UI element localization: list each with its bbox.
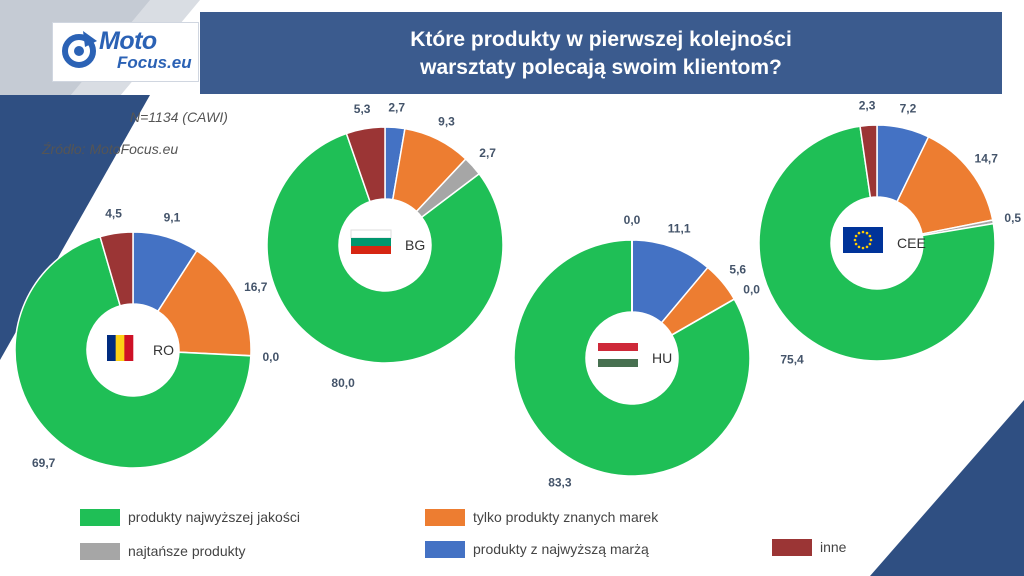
motofocus-logo-icon bbox=[62, 31, 97, 68]
data-label: 83,3 bbox=[548, 476, 572, 490]
sample-size-note: N=1134 (CAWI) bbox=[130, 109, 228, 125]
flag-star bbox=[857, 245, 861, 249]
logo-text-moto: Moto bbox=[99, 27, 157, 55]
flag-stripe bbox=[124, 335, 134, 361]
hu-flag-icon bbox=[598, 343, 638, 367]
flag-stripe bbox=[598, 351, 638, 359]
donut-ro: 9,1 16,7 0,0 69,7 4,5 RO bbox=[14, 206, 279, 470]
legend-swatch bbox=[80, 543, 120, 560]
data-label: 11,1 bbox=[668, 221, 691, 235]
slice-najwyzszej_jakosci bbox=[513, 239, 751, 477]
ro-flag-icon bbox=[107, 335, 134, 361]
legend-swatch bbox=[772, 539, 812, 556]
flag-star bbox=[861, 246, 865, 250]
logo-text-focus: Focus.eu bbox=[117, 53, 192, 72]
cee-flag-icon bbox=[843, 227, 883, 253]
data-label: 0,0 bbox=[624, 213, 641, 227]
flag-stripe bbox=[351, 246, 391, 254]
corner-band-bottom-right bbox=[870, 400, 1024, 576]
country-label: BG bbox=[405, 237, 425, 253]
slice-inne bbox=[345, 126, 386, 203]
slice-znanych_marek bbox=[896, 135, 994, 235]
data-label: 2,7 bbox=[388, 100, 405, 114]
data-label: 5,6 bbox=[729, 262, 746, 276]
legend-label: tylko produkty znanych marek bbox=[473, 509, 659, 525]
donut-bg: 2,7 9,3 2,7 80,0 5,3 BG bbox=[266, 100, 504, 390]
flag-star bbox=[868, 242, 872, 246]
legend-label: inne bbox=[820, 539, 847, 555]
donut-hu: 11,1 5,6 0,0 83,3 0,0 HU bbox=[513, 213, 760, 490]
source-note: Źródło: MotoFocus.eu bbox=[42, 141, 179, 157]
flag-star bbox=[861, 230, 865, 234]
flag-stripe bbox=[351, 238, 391, 246]
slice-najwyzszej_jakosci bbox=[266, 132, 504, 364]
motofocus-logo: Moto Focus.eu bbox=[52, 22, 199, 82]
slice-najwyzszej_jakosci bbox=[758, 125, 996, 362]
data-label: 69,7 bbox=[32, 456, 56, 470]
chart-title: Które produkty w pierwszej kolejności wa… bbox=[200, 26, 1002, 82]
flag-star bbox=[857, 231, 861, 235]
country-label: RO bbox=[153, 342, 174, 358]
flag-stripe bbox=[107, 335, 116, 361]
flag-star bbox=[853, 238, 857, 242]
flag-star bbox=[865, 231, 869, 235]
flag-stripe bbox=[598, 343, 638, 351]
country-label: HU bbox=[652, 350, 672, 366]
flag-stripe bbox=[598, 359, 638, 367]
legend-label: produkty najwyższej jakości bbox=[128, 509, 300, 525]
flag-stripe bbox=[115, 335, 125, 361]
title-line-1: Które produkty w pierwszej kolejności bbox=[410, 28, 792, 51]
slice-najwyzszej_jakosci bbox=[14, 235, 252, 469]
data-label: 0,0 bbox=[262, 350, 279, 364]
title-banner: Które produkty w pierwszej kolejności wa… bbox=[200, 12, 1002, 94]
slice-inne bbox=[99, 231, 134, 307]
country-label: CEE bbox=[897, 235, 926, 251]
data-label: 2,7 bbox=[479, 146, 496, 160]
donut-cee: 7,2 14,7 0,5 75,4 2,3 CEE bbox=[758, 98, 1021, 366]
legend-label: najtańsze produkty bbox=[128, 543, 246, 559]
data-label: 2,3 bbox=[859, 98, 876, 112]
data-label: 0,5 bbox=[1004, 211, 1021, 225]
flag-star bbox=[869, 238, 873, 242]
flag-star bbox=[854, 242, 858, 246]
flag-stripe bbox=[350, 229, 392, 239]
slice-inne bbox=[859, 124, 878, 199]
data-label: 14,7 bbox=[975, 152, 999, 166]
data-label: 9,3 bbox=[438, 114, 455, 128]
data-label: 9,1 bbox=[164, 211, 181, 225]
data-label: 80,0 bbox=[331, 376, 355, 390]
data-label: 4,5 bbox=[105, 206, 122, 220]
legend-label: produkty z najwyższą marżą bbox=[473, 541, 649, 557]
data-label: 5,3 bbox=[354, 102, 371, 116]
data-label: 0,0 bbox=[743, 282, 760, 296]
bg-flag-icon bbox=[350, 229, 392, 254]
slice-znanych_marek bbox=[156, 249, 252, 357]
flag-star bbox=[865, 245, 869, 249]
flag-star bbox=[854, 234, 858, 238]
data-label: 7,2 bbox=[900, 102, 917, 116]
data-label: 16,7 bbox=[244, 280, 268, 294]
flag-star bbox=[868, 234, 872, 238]
data-label: 75,4 bbox=[780, 352, 804, 366]
legend-swatch bbox=[425, 541, 465, 558]
legend-swatch bbox=[425, 509, 465, 526]
legend-swatch bbox=[80, 509, 120, 526]
title-line-2: warsztaty polecają swoim klientom? bbox=[420, 56, 782, 79]
